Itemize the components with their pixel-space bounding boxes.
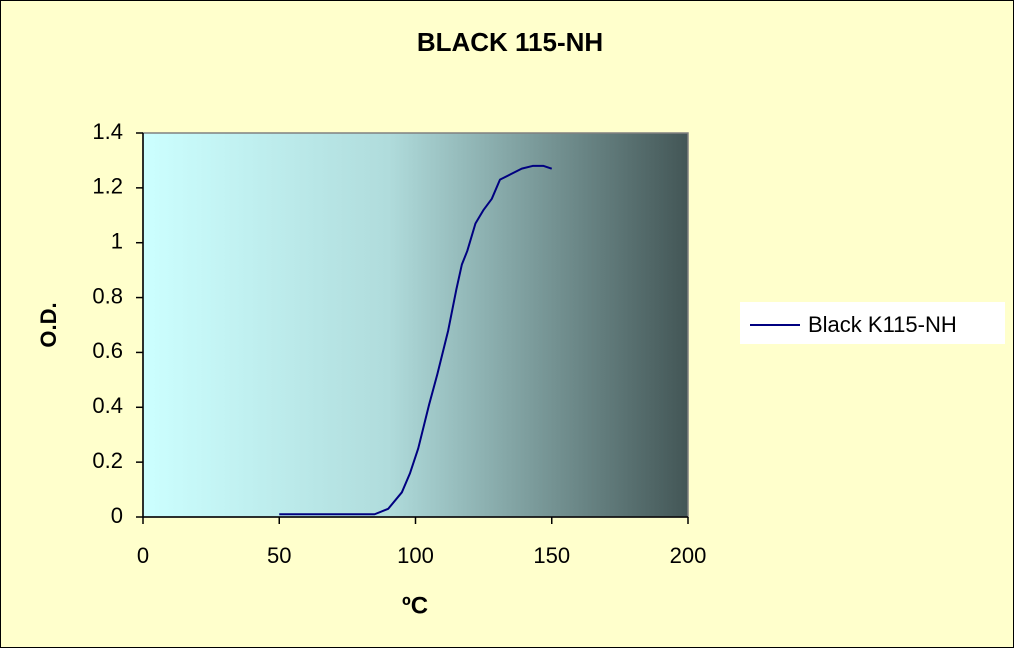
legend: Black K115-NH (740, 302, 1005, 344)
y-tick-label: 1.4 (92, 119, 123, 144)
data-line (279, 164, 553, 516)
x-tick-label: 50 (267, 543, 291, 568)
x-tick-label: 0 (137, 543, 149, 568)
y-tick-label: 1 (111, 229, 123, 254)
plot-area (142, 132, 689, 518)
y-tick-label: 0.4 (92, 393, 123, 418)
y-tick-label: 0.2 (92, 448, 123, 473)
x-tick-label: 150 (533, 543, 570, 568)
x-tick-label: 100 (397, 543, 434, 568)
x-tick-label: 200 (670, 543, 707, 568)
x-axis-label: ºC (402, 592, 428, 619)
y-tick-label: 0.8 (92, 283, 123, 308)
chart-title: BLACK 115-NH (417, 27, 603, 57)
y-axis-label: O.D. (36, 302, 61, 347)
y-tick-label: 0 (111, 503, 123, 528)
legend-box (740, 302, 1005, 344)
y-tick-label: 0.6 (92, 338, 123, 363)
legend-label: Black K115-NH (808, 312, 957, 337)
y-tick-label: 1.2 (92, 174, 123, 199)
